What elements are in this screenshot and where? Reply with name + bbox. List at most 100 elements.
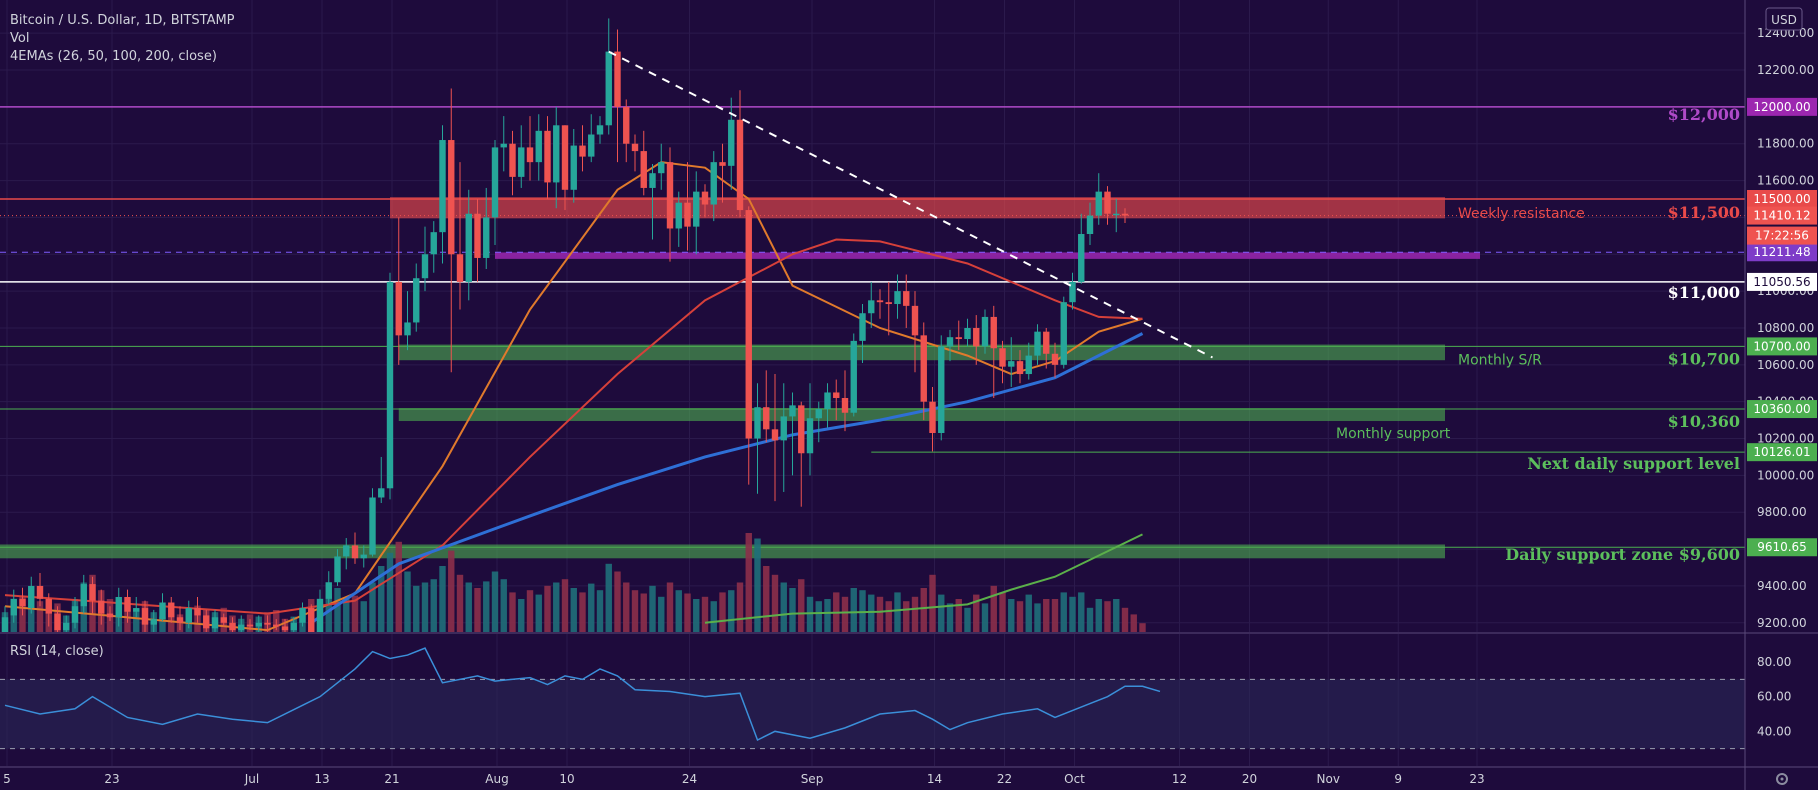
candle[interactable] xyxy=(631,134,639,172)
candle[interactable] xyxy=(483,187,490,270)
candle[interactable] xyxy=(833,379,840,421)
candle[interactable] xyxy=(316,589,324,636)
candle[interactable] xyxy=(211,609,219,634)
candle[interactable] xyxy=(1113,198,1120,233)
candle[interactable] xyxy=(220,613,227,627)
candle[interactable] xyxy=(806,383,814,476)
candle[interactable] xyxy=(264,615,271,632)
candle[interactable] xyxy=(106,606,114,621)
plot-area[interactable] xyxy=(0,18,1745,650)
candle[interactable] xyxy=(588,114,595,163)
candle[interactable] xyxy=(421,226,429,292)
candle[interactable] xyxy=(684,162,691,251)
time-axis[interactable]: 5 23 Jul 13 21 Aug 10 24 Sep 14 22 Oct 12 20 Nov 9 23 xyxy=(3,772,1484,786)
candle[interactable] xyxy=(19,587,26,616)
candle[interactable] xyxy=(255,615,262,632)
candle[interactable] xyxy=(334,549,341,586)
price-axis[interactable]: 12400.0012200.0012000.0011800.0011600.00… xyxy=(1747,26,1817,738)
candle[interactable] xyxy=(824,383,831,428)
rsi-pane[interactable] xyxy=(0,647,1745,750)
candle[interactable] xyxy=(535,114,542,181)
candle[interactable] xyxy=(518,125,525,188)
candle[interactable] xyxy=(378,456,385,504)
candle[interactable] xyxy=(1016,350,1024,384)
candle[interactable] xyxy=(649,163,656,240)
gear-icon[interactable] xyxy=(1776,773,1788,785)
candle[interactable] xyxy=(491,140,499,246)
candle[interactable] xyxy=(45,593,52,627)
candle[interactable] xyxy=(1,606,9,650)
candle[interactable] xyxy=(89,576,96,614)
candle[interactable] xyxy=(745,206,752,485)
candle[interactable] xyxy=(1121,208,1129,223)
candle[interactable] xyxy=(981,309,989,354)
candle[interactable] xyxy=(736,90,744,218)
candle[interactable] xyxy=(623,99,630,163)
candle[interactable] xyxy=(789,392,796,476)
candle[interactable] xyxy=(369,488,376,557)
candle[interactable] xyxy=(920,322,927,421)
candle[interactable] xyxy=(386,272,394,500)
candle[interactable] xyxy=(1086,202,1094,246)
candle[interactable] xyxy=(124,589,131,623)
candle[interactable] xyxy=(526,116,534,181)
candle[interactable] xyxy=(238,615,245,637)
candle[interactable] xyxy=(885,281,892,336)
candle[interactable] xyxy=(850,333,857,417)
candle[interactable] xyxy=(868,281,875,328)
candle[interactable] xyxy=(360,545,367,568)
candle[interactable] xyxy=(1104,186,1111,225)
candle[interactable] xyxy=(71,596,79,629)
candle[interactable] xyxy=(903,274,910,328)
candle[interactable] xyxy=(946,329,954,362)
candle[interactable] xyxy=(675,191,682,247)
candle[interactable] xyxy=(964,318,971,347)
candle[interactable] xyxy=(1060,296,1067,369)
candle[interactable] xyxy=(1069,272,1076,310)
candle[interactable] xyxy=(36,573,44,607)
candle[interactable] xyxy=(570,128,577,203)
candle[interactable] xyxy=(605,18,612,135)
candle[interactable] xyxy=(10,589,17,623)
candle[interactable] xyxy=(754,383,761,494)
candle[interactable] xyxy=(98,589,105,625)
candle[interactable] xyxy=(509,130,516,196)
candle[interactable] xyxy=(911,291,919,373)
candle[interactable] xyxy=(141,600,149,634)
candle[interactable] xyxy=(1034,324,1041,365)
candle[interactable] xyxy=(719,143,726,203)
candle[interactable] xyxy=(28,576,35,614)
candle[interactable] xyxy=(80,574,87,614)
candle[interactable] xyxy=(465,189,472,301)
candle[interactable] xyxy=(185,600,192,629)
candle[interactable] xyxy=(299,602,306,627)
candle[interactable] xyxy=(246,619,254,631)
candle[interactable] xyxy=(430,221,437,273)
candle[interactable] xyxy=(395,217,402,365)
candle[interactable] xyxy=(614,29,621,163)
candle[interactable] xyxy=(325,571,332,605)
candle[interactable] xyxy=(798,401,805,507)
candle[interactable] xyxy=(1095,173,1102,225)
candle[interactable] xyxy=(439,125,446,264)
candle[interactable] xyxy=(938,335,945,441)
candle[interactable] xyxy=(1008,337,1015,387)
candle[interactable] xyxy=(290,617,297,635)
candle[interactable] xyxy=(194,596,201,623)
candle[interactable] xyxy=(456,162,464,310)
candle[interactable] xyxy=(176,606,184,631)
candle[interactable] xyxy=(544,116,551,199)
candle[interactable] xyxy=(351,532,359,564)
candle[interactable] xyxy=(859,304,866,363)
candle[interactable] xyxy=(273,619,280,631)
candle[interactable] xyxy=(596,116,604,144)
candle[interactable] xyxy=(693,171,700,255)
candle[interactable] xyxy=(990,305,997,398)
candle[interactable] xyxy=(658,143,665,190)
candle[interactable] xyxy=(308,604,315,639)
candle[interactable] xyxy=(168,596,175,623)
candle[interactable] xyxy=(561,125,569,211)
candle[interactable] xyxy=(666,147,674,262)
candle[interactable] xyxy=(281,619,289,634)
candle[interactable] xyxy=(63,615,70,643)
